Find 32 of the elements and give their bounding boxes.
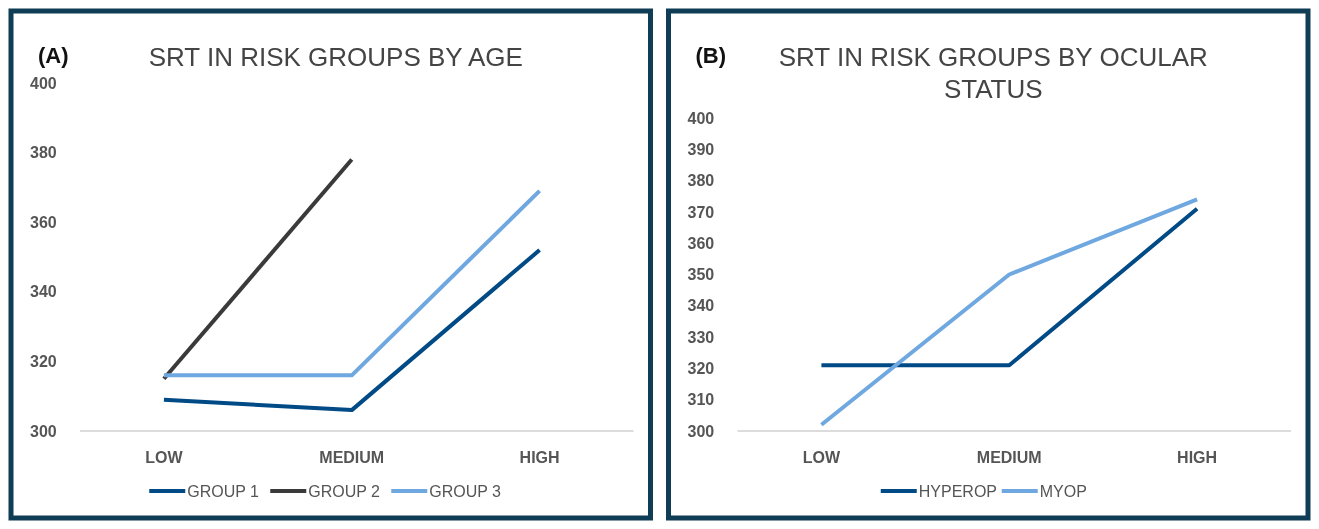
chart-title: SRT IN RISK GROUPS BY AGE xyxy=(148,42,523,72)
x-tick-label: LOW xyxy=(145,449,184,466)
y-tick-label: 300 xyxy=(30,422,57,440)
y-tick-label: 360 xyxy=(687,234,715,252)
legend-label: MYOP xyxy=(1039,482,1087,500)
text: (A) xyxy=(38,43,69,68)
x-tick-label: HIGH xyxy=(1177,449,1218,466)
y-tick-label: 320 xyxy=(687,360,715,377)
y-tick-label: 400 xyxy=(687,109,715,127)
chart-title: SRT IN RISK GROUPS BY OCULAR STATUS xyxy=(778,42,1208,104)
y-tick-label: 380 xyxy=(30,144,57,162)
x-tick-label: LOW xyxy=(802,449,841,466)
text: (B) xyxy=(695,43,727,68)
y-tick-label: 380 xyxy=(687,172,715,190)
x-tick-label: HIGH xyxy=(519,449,560,466)
legend-label: GROUP 3 xyxy=(429,482,502,500)
y-tick-label: 340 xyxy=(687,297,715,315)
y-tick-label: 300 xyxy=(687,422,715,440)
y-tick-label: 320 xyxy=(30,353,57,370)
y-tick-label: 310 xyxy=(687,391,715,409)
legend-label: GROUP 1 xyxy=(187,482,260,500)
legend-label: HYPEROP xyxy=(918,482,997,500)
y-tick-label: 390 xyxy=(687,140,715,158)
y-tick-label: 400 xyxy=(30,74,57,92)
x-tick-label: MEDIUM xyxy=(319,449,385,466)
y-tick-label: 350 xyxy=(687,266,715,284)
y-tick-label: 340 xyxy=(30,283,57,301)
y-tick-label: 330 xyxy=(687,328,715,346)
y-tick-label: 360 xyxy=(30,213,57,231)
x-tick-label: MEDIUM xyxy=(976,449,1042,466)
y-tick-label: 370 xyxy=(687,203,715,221)
legend-label: GROUP 2 xyxy=(308,482,381,500)
